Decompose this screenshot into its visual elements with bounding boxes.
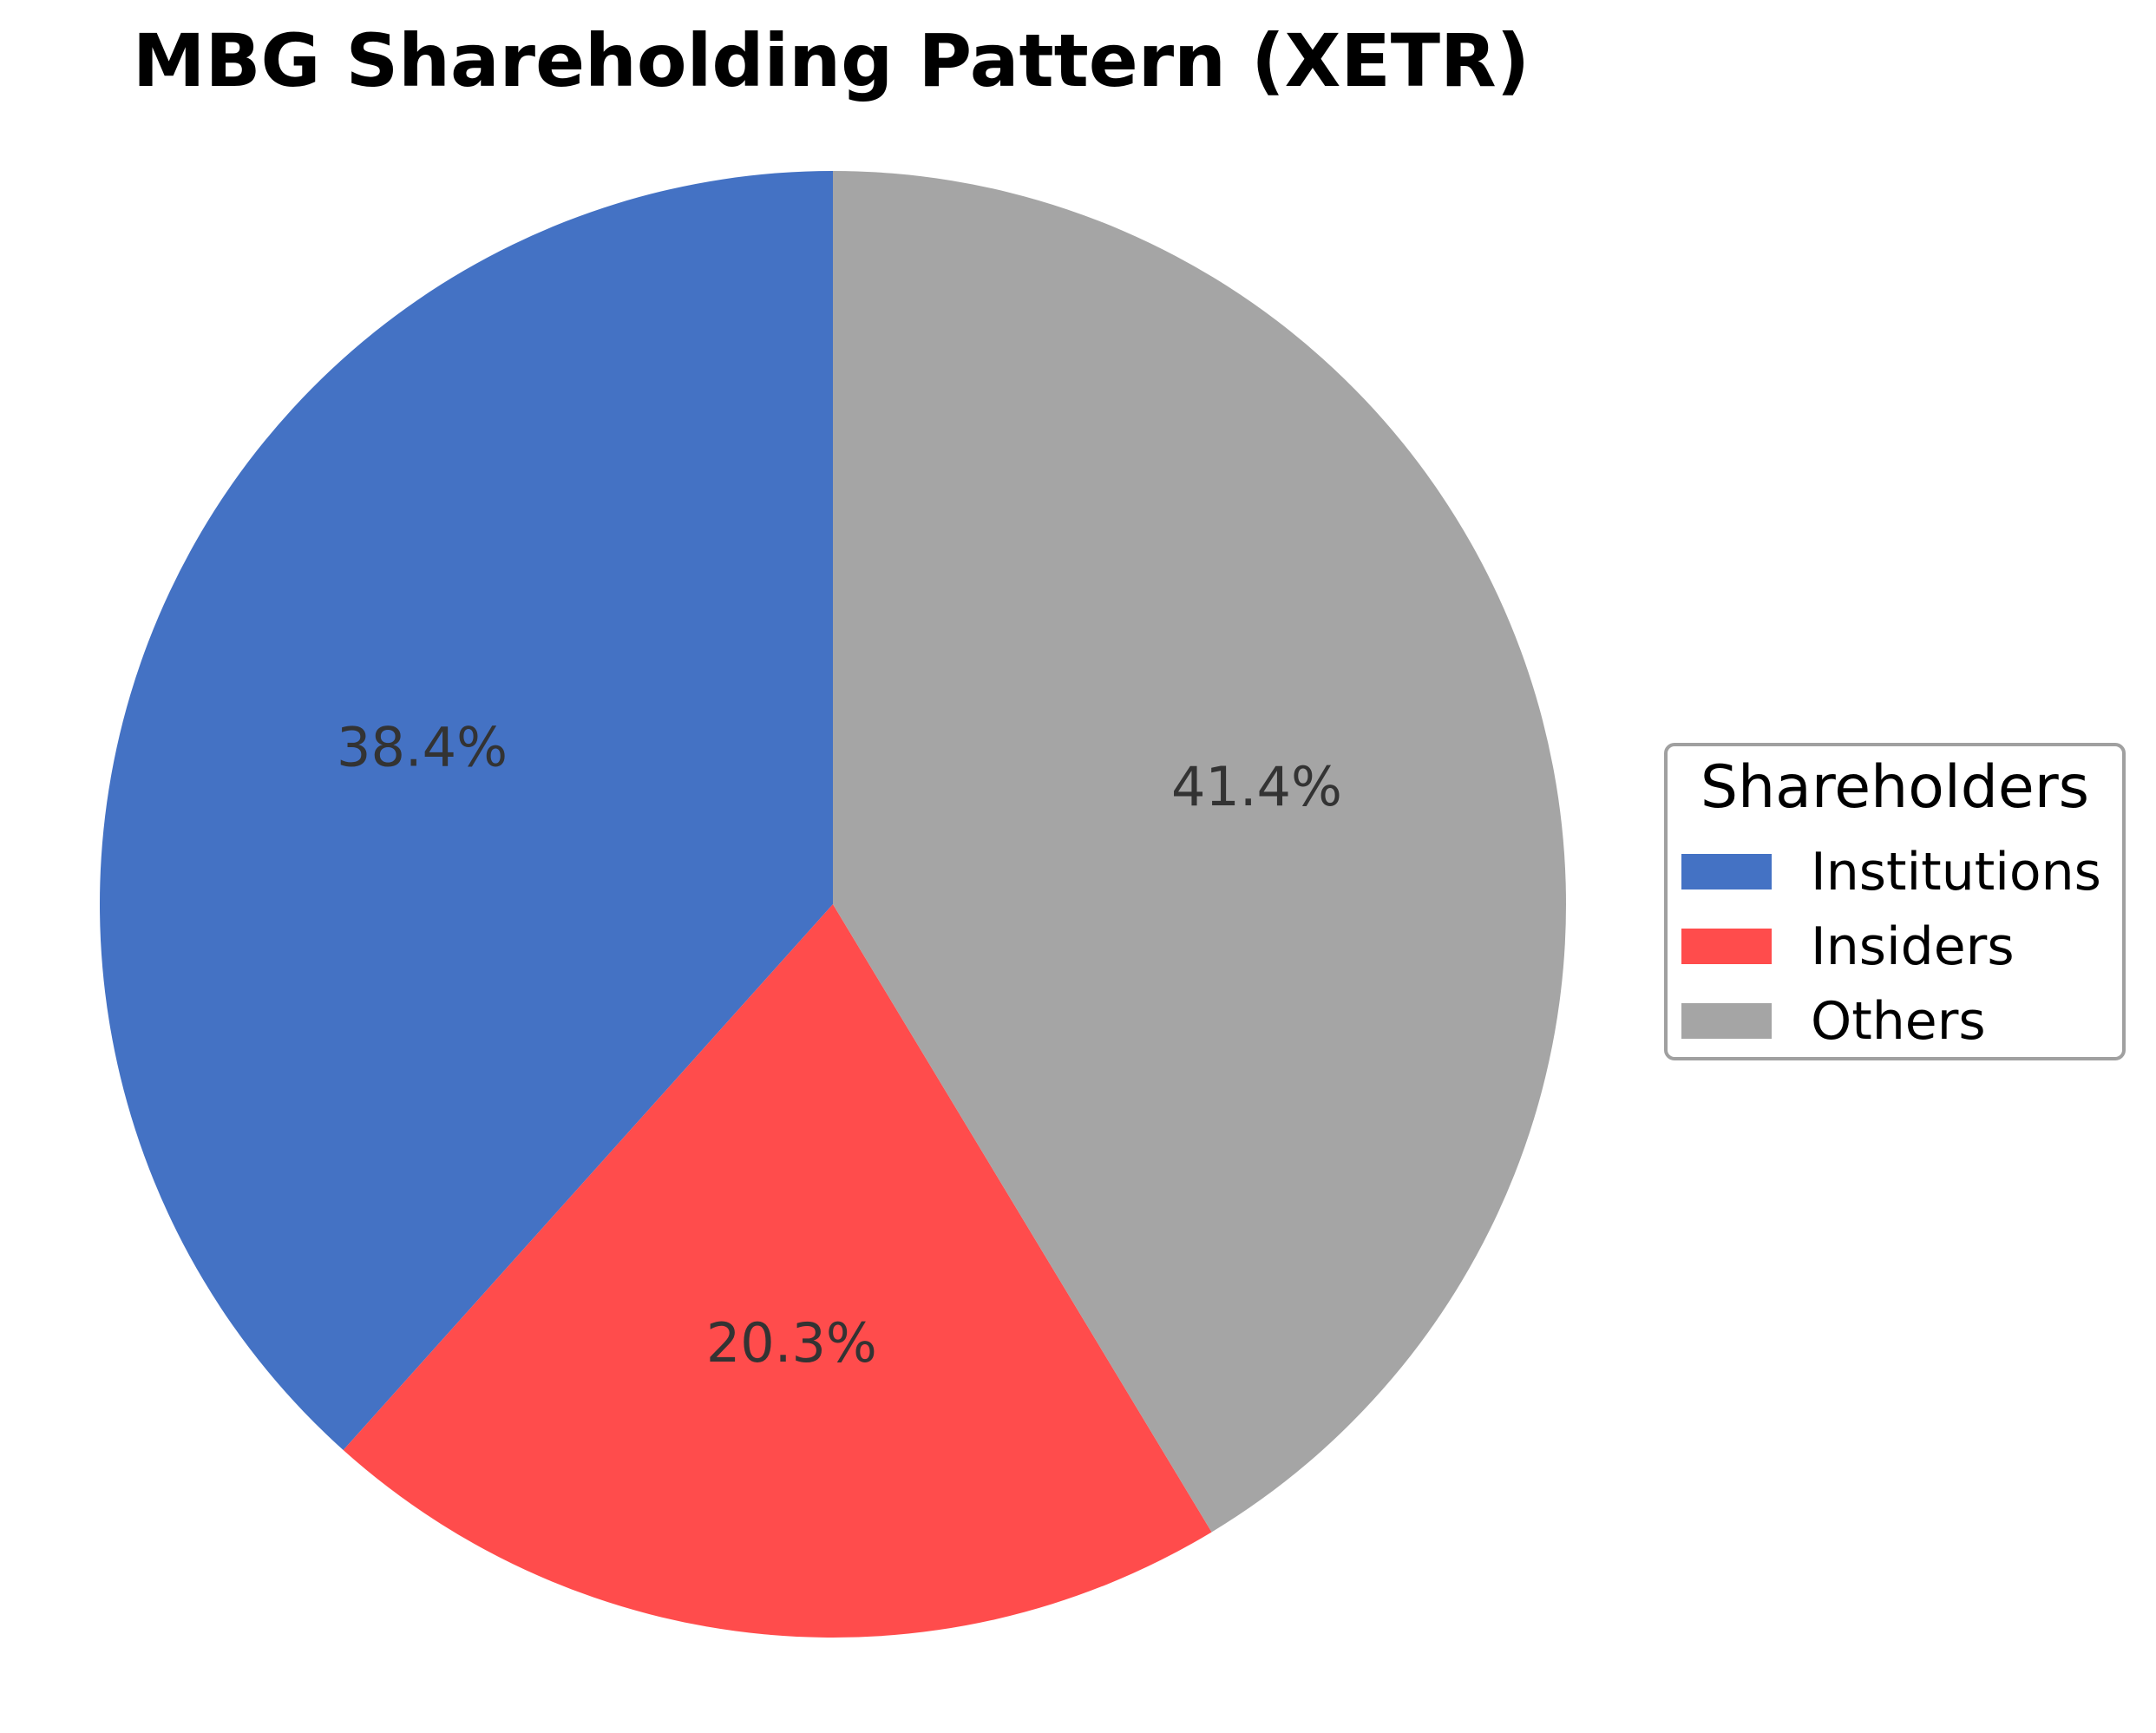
slice-label-insiders: 20.3% (706, 1311, 877, 1375)
legend-item-institutions: Institutions (1681, 846, 2115, 898)
pie-slices (100, 171, 1566, 1638)
chart-title: MBG Shareholding Pattern (XETR) (132, 18, 1530, 103)
slice-label-others: 41.4% (1171, 755, 1342, 818)
pie-labels: 38.4% 20.3% 41.4% (337, 716, 1342, 1375)
legend-title: Shareholders (1700, 753, 2090, 822)
legend-swatch-others (1681, 1003, 1772, 1039)
legend-label-institutions: Institutions (1811, 842, 2101, 903)
slice-institutions (100, 171, 834, 1450)
legend-item-insiders: Insiders (1681, 921, 2115, 973)
legend-label-insiders: Insiders (1811, 916, 2015, 977)
legend-item-others: Others (1681, 995, 2115, 1047)
legend-swatch-insiders (1681, 929, 1772, 964)
legend-label-others: Others (1811, 991, 1986, 1052)
slice-label-institutions: 38.4% (337, 716, 508, 779)
legend-swatch-institutions (1681, 854, 1772, 889)
legend: Shareholders Institutions Insiders Other… (1664, 743, 2126, 1060)
slice-insiders (343, 904, 1212, 1638)
slice-others (833, 171, 1566, 1533)
